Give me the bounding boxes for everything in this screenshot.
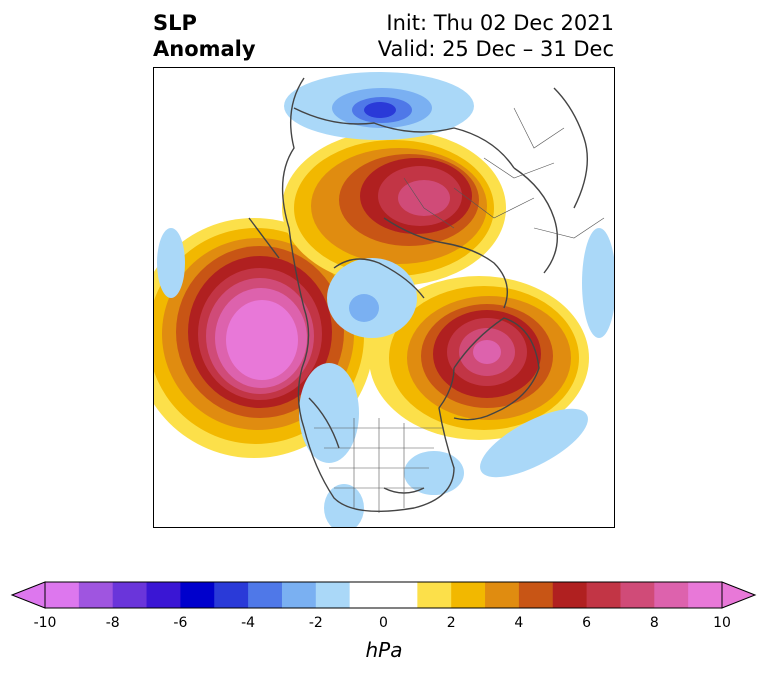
map-title: SLP Anomaly (153, 10, 256, 62)
colorbar-tick-label: 0 (379, 615, 388, 631)
barents-low (284, 72, 474, 140)
anomaly-label: Anomaly (153, 37, 256, 61)
colorbar-cell (349, 582, 418, 608)
colorbar-cell (485, 582, 520, 608)
colorbar-cell (112, 582, 148, 608)
variable-label: SLP (153, 11, 197, 35)
colorbar-cell (552, 582, 588, 608)
coastlines (248, 77, 589, 512)
colorbar-tick-label: 4 (514, 615, 524, 631)
colorbar-tick-label: 2 (446, 615, 456, 631)
siberia-low (582, 228, 614, 338)
colorbar-cell (315, 582, 351, 608)
colorbar-cell (45, 582, 80, 608)
colorbar-over-outline (721, 581, 757, 609)
colorbar-tick-label: 6 (582, 615, 592, 631)
anomaly-map (153, 67, 615, 528)
colorbar-cell (654, 582, 689, 608)
colorbar-cell (518, 582, 554, 608)
colorbar-cell (248, 582, 283, 608)
colorbar-cell (180, 582, 215, 608)
init-date: Init: Thu 02 Dec 2021 (386, 11, 614, 35)
valid-range: Valid: 25 Dec – 31 Dec (377, 37, 614, 61)
colorbar-cell (281, 582, 317, 608)
colorbar-tick-label: -4 (241, 615, 256, 631)
atlantic-high (369, 276, 589, 440)
borders (314, 107, 605, 513)
eurasia-high (282, 130, 506, 286)
colorbar-tick-label: -6 (173, 615, 188, 631)
colorbar-over-arrow (722, 582, 755, 608)
colorbar-cell (78, 582, 114, 608)
colorbar-cell (586, 582, 621, 608)
date-info: Init: Thu 02 Dec 2021 Valid: 25 Dec – 31… (378, 10, 614, 62)
colorbar-tick-label: 10 (713, 615, 731, 631)
colorbar-cell (451, 582, 486, 608)
colorbar-under-arrow (12, 582, 45, 608)
colorbar-cell (146, 582, 181, 608)
atlantic-low (480, 408, 588, 478)
colorbar-tick-label: -2 (308, 615, 323, 631)
colorbar-units: hPa (365, 638, 403, 662)
colorbar-cell (417, 582, 452, 608)
colorbar-cell (688, 582, 723, 608)
colorbar (10, 581, 757, 609)
north-pacific-high (154, 218, 374, 458)
colorbar-cell (620, 582, 655, 608)
colorbar-cell (214, 582, 249, 608)
map-canvas (154, 72, 614, 527)
colorbar-tick-label: -8 (105, 615, 120, 631)
pacific-west-low (157, 228, 185, 298)
colorbar-under-outline (10, 581, 46, 609)
colorbar-tick-label: -10 (33, 615, 57, 631)
colorbar-tick-label: 8 (649, 615, 659, 631)
arctic-low (327, 258, 417, 338)
